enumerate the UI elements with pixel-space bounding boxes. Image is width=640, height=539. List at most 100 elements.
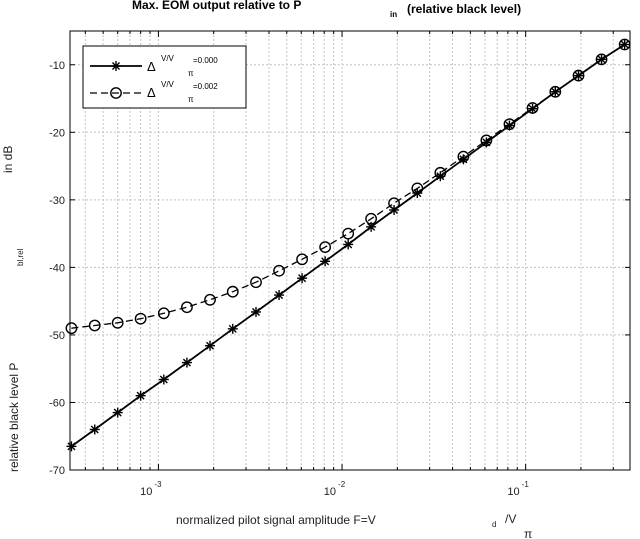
- series-1-point-stroke: [205, 341, 215, 350]
- series-1-point-stroke: [182, 358, 191, 367]
- series-2-point: [457, 150, 470, 163]
- x-tick-label-base: 10: [140, 486, 152, 498]
- series-1-point-stroke: [436, 172, 445, 181]
- x-axis-label-subscript: d: [492, 520, 496, 529]
- legend-delta-series-1: Δ: [147, 59, 156, 74]
- series-1-point: [89, 424, 100, 435]
- series-1-point: [320, 256, 331, 267]
- legend-value-series-1: =0.000: [193, 56, 218, 65]
- legend-asterisk-marker: [111, 61, 121, 71]
- chart-title-suffix: (relative black level): [407, 2, 521, 16]
- series-1-point-stroke: [367, 222, 376, 231]
- series-2-point: [111, 316, 124, 329]
- series-1-point-stroke: [90, 425, 99, 434]
- series-1-point: [227, 323, 238, 334]
- series-2-point: [595, 53, 608, 66]
- legend-pi-series-1: π: [188, 69, 194, 78]
- x-tick-label-base: 10: [507, 486, 519, 498]
- y-axis-label: relative black level P: [7, 363, 21, 472]
- series-1-point-stroke: [113, 408, 122, 417]
- series-2-point: [618, 38, 631, 51]
- legend-delta-series-2: Δ: [147, 85, 156, 100]
- series-1-point-stroke: [298, 274, 307, 283]
- legend-circle-marker: [110, 87, 122, 99]
- series-1-point: [205, 340, 216, 351]
- series-2-point: [250, 276, 262, 289]
- series-2-line: [71, 43, 626, 329]
- series-1-point: [343, 239, 354, 250]
- series-2-point: [65, 322, 78, 335]
- x-axis-label: normalized pilot signal amplitude F=V: [176, 513, 376, 527]
- chart-title-subscript: in: [390, 10, 397, 19]
- series-layer: [65, 38, 631, 452]
- series-1-point-stroke: [344, 240, 353, 249]
- series-2-point: [226, 285, 239, 298]
- chart-title: Max. EOM output relative to P: [132, 0, 301, 12]
- y-axis-ticks: -10 -20 -30 -40 -50 -60 -70: [49, 60, 630, 477]
- x-axis-label-pi: π: [524, 527, 532, 539]
- series-1-point-stroke: [505, 121, 514, 130]
- legend-pi-series-2: π: [188, 95, 194, 104]
- series-1-point: [251, 306, 262, 317]
- legend-value-series-2: =0.002: [193, 82, 218, 91]
- series-1-point: [158, 374, 169, 385]
- series-2-point: [134, 312, 147, 325]
- series-1-point-stroke: [228, 324, 237, 333]
- y-tick-label: -40: [49, 262, 65, 274]
- series-1-point: [297, 273, 308, 284]
- series-1-point: [66, 441, 77, 452]
- series-2-point: [549, 85, 562, 98]
- series-2-point: [434, 166, 447, 179]
- series-2-point: [503, 118, 516, 131]
- y-tick-label: -70: [49, 465, 65, 477]
- legend-marker-series-1: [111, 61, 121, 71]
- y-tick-label: -50: [49, 330, 65, 342]
- series-2-point: [181, 301, 193, 314]
- series-2-point: [88, 319, 101, 332]
- series-1-point: [274, 290, 285, 301]
- series-2-point: [526, 102, 539, 114]
- series-2-point: [480, 134, 493, 147]
- series-2-point: [572, 69, 585, 82]
- series-1-point-stroke: [275, 291, 284, 300]
- x-tick-label-exponent: -1: [522, 480, 530, 489]
- series-2-point: [296, 253, 308, 266]
- legend-box: [82, 45, 247, 109]
- x-axis-label-frac: /V: [505, 512, 516, 526]
- series-1-point-stroke: [251, 307, 261, 316]
- series-2: [65, 38, 631, 335]
- series-1-point-stroke: [159, 375, 168, 384]
- series-2-point: [204, 293, 216, 306]
- x-axis-ticks: 10-310-210-1: [84, 31, 614, 498]
- y-tick-label: -30: [49, 195, 65, 207]
- y-tick-label: -20: [49, 127, 65, 139]
- series-2-point: [388, 197, 400, 210]
- plot-frame: [69, 30, 631, 471]
- y-axis-label-suffix: in dB: [1, 146, 15, 173]
- y-tick-label: -10: [49, 60, 65, 72]
- series-1-point-stroke: [67, 442, 76, 451]
- series-2-point: [319, 241, 332, 254]
- legend-marker-series-2: [110, 87, 122, 99]
- series-1-point: [112, 407, 123, 418]
- x-tick-label-exponent: -2: [338, 480, 346, 489]
- series-1-point-stroke: [136, 391, 145, 400]
- series-2-point: [273, 264, 285, 277]
- y-tick-label: -60: [49, 397, 65, 409]
- series-1-point: [181, 357, 192, 368]
- x-tick-label-base: 10: [324, 486, 336, 498]
- y-axis-label-suffix-group: in dB: [1, 146, 15, 173]
- series-2-point: [365, 212, 378, 225]
- series-1-point-stroke: [321, 257, 330, 266]
- series-2-point: [411, 182, 424, 195]
- y-axis-label-subscript: bl,rel: [16, 248, 25, 266]
- legend-asterisk-marker-stroke: [111, 61, 121, 71]
- legend-sup-series-2: V/V: [161, 80, 175, 89]
- series-2-point: [157, 307, 170, 320]
- series-1-point: [135, 390, 146, 401]
- legend-sup-series-1: V/V: [161, 54, 175, 63]
- y-axis-label-group: relative black level P: [7, 363, 21, 472]
- x-tick-label-exponent: -3: [154, 480, 162, 489]
- legend: Δ V/V π =0.000 Δ V/V π =0.002: [82, 45, 247, 109]
